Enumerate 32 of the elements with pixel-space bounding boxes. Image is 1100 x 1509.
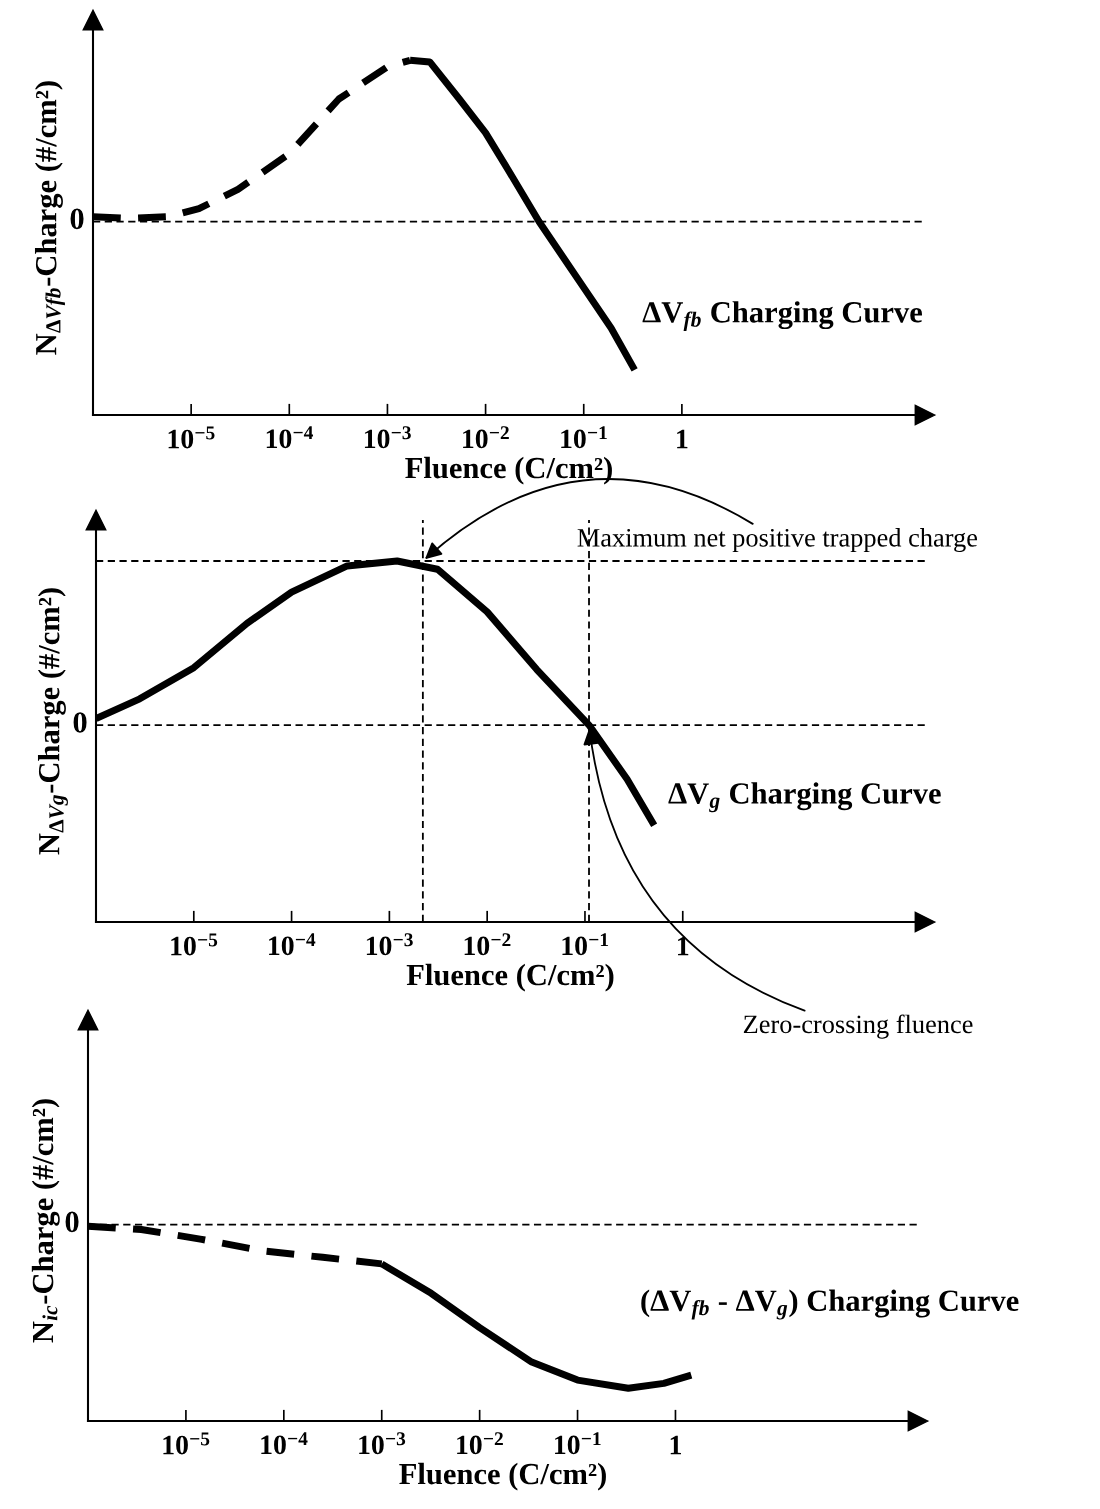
annotation: Zero-crossing fluence bbox=[743, 1014, 973, 1039]
x-tick-label: 10$^{−4}$ bbox=[261, 1432, 308, 1455]
x-axis-title: Fluence (C/cm²) bbox=[405, 456, 612, 485]
ref-line-label: 0 bbox=[65, 1211, 79, 1233]
x-tick-label: 10$^{−4}$ bbox=[266, 426, 314, 449]
x-axis-title: Fluence (C/cm²) bbox=[399, 1462, 606, 1491]
x-tick-label: 10$^{−5}$ bbox=[168, 426, 215, 449]
x-tick-label: 1 bbox=[678, 936, 689, 956]
y-axis-title: N$_{ΔVg}$-Charge (#/cm²) bbox=[37, 588, 68, 855]
x-tick-label: 10$^{−3}$ bbox=[359, 1432, 406, 1455]
x-tick-label: 1 bbox=[677, 429, 688, 449]
y-axis-title: N$_{ΔVfb}$-Charge (#/cm²) bbox=[34, 81, 65, 355]
x-tick-label: 10$^{−4}$ bbox=[269, 933, 316, 956]
x-axis-title: Fluence (C/cm²) bbox=[406, 963, 614, 992]
ref-line-label: 0 bbox=[70, 208, 84, 230]
x-tick-label: 10$^{−2}$ bbox=[457, 1432, 503, 1455]
x-tick-label: 10$^{−5}$ bbox=[163, 1432, 210, 1455]
x-tick-label: 10$^{−3}$ bbox=[364, 426, 411, 449]
annotation: ΔV$_{fb}$ Charging Curve bbox=[642, 301, 922, 332]
x-tick-label: 10$^{−3}$ bbox=[366, 933, 413, 956]
annotation: Maximum net positive trapped charge bbox=[577, 528, 978, 553]
x-tick-label: 1 bbox=[670, 1435, 681, 1455]
x-tick-label: 10$^{−2}$ bbox=[463, 426, 509, 449]
x-tick-label: 10$^{−1}$ bbox=[562, 933, 609, 956]
x-tick-label: 10$^{−1}$ bbox=[555, 1432, 601, 1455]
x-tick-label: 10$^{−5}$ bbox=[171, 933, 218, 956]
ref-line-label: 0 bbox=[73, 712, 87, 733]
x-tick-label: 10$^{−1}$ bbox=[561, 426, 607, 449]
y-axis-title: N$_{ic}$-Charge (#/cm²) bbox=[31, 1099, 60, 1343]
x-tick-label: 10$^{−2}$ bbox=[464, 933, 511, 956]
annotation: (ΔV$_{fb}$ - ΔV$_{g}$) Charging Curve bbox=[641, 1289, 1019, 1320]
annotation: ΔV$_{g}$ Charging Curve bbox=[668, 782, 941, 813]
